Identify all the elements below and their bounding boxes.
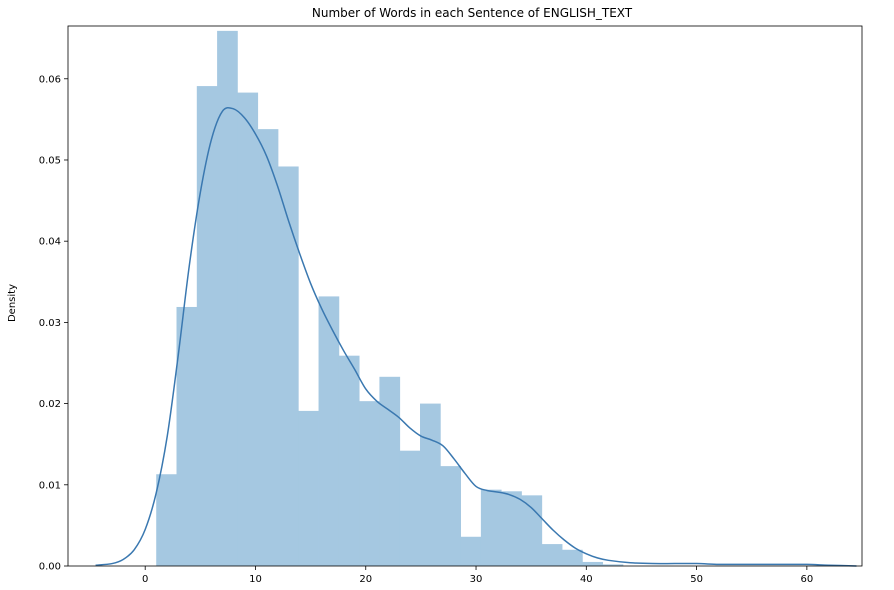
histogram-bar [602,564,624,566]
histogram-bar [257,129,279,566]
histogram-bar [440,466,461,566]
histogram-bar [379,376,401,566]
histogram-bar [176,306,198,566]
histogram-bar [277,166,299,567]
histogram-bar [521,495,543,566]
histogram-bar [338,355,360,566]
y-tick-label: 0.06 [39,74,61,85]
axes-frame [67,25,863,567]
y-tick-label: 0.04 [39,237,61,248]
x-tick-label: 40 [580,574,593,585]
y-tick-label: 0.00 [39,562,61,573]
kde-line [95,106,857,567]
x-axis-ticks: 0 10 20 30 40 50 60 [142,566,813,585]
histogram-bar [541,544,563,566]
histogram-bars [156,30,624,567]
y-tick-label: 0.03 [39,318,61,329]
histogram-bar [582,561,604,566]
histogram-bar [460,536,482,566]
histogram-bar [318,296,340,566]
x-tick-label: 20 [359,574,372,585]
histogram-bar [196,86,218,566]
histogram-bar [562,549,583,566]
x-tick-label: 60 [800,574,813,585]
y-axis-ticks: 0.00 0.01 0.02 0.03 0.04 0.05 0.06 [39,74,68,573]
x-tick-label: 0 [142,574,148,585]
histogram-bar [501,491,522,566]
histogram-bar [217,30,238,567]
x-tick-label: 30 [470,574,483,585]
y-tick-label: 0.01 [39,480,61,491]
y-axis-label: Density [7,284,18,322]
kde-curve-group [95,106,857,567]
chart-title: Number of Words in each Sentence of ENGL… [312,6,633,20]
histogram-bar [359,401,380,566]
histogram-bar [237,92,259,566]
histogram-bar [480,489,502,566]
x-tick-label: 10 [249,574,262,585]
plot-frame [67,25,863,567]
histogram-bar [156,474,177,566]
histogram-bar [399,450,421,566]
y-tick-label: 0.05 [39,155,61,166]
x-tick-label: 50 [690,574,703,585]
y-tick-label: 0.02 [39,399,61,410]
histogram-bar [420,403,441,566]
histogram-bar [298,410,319,566]
